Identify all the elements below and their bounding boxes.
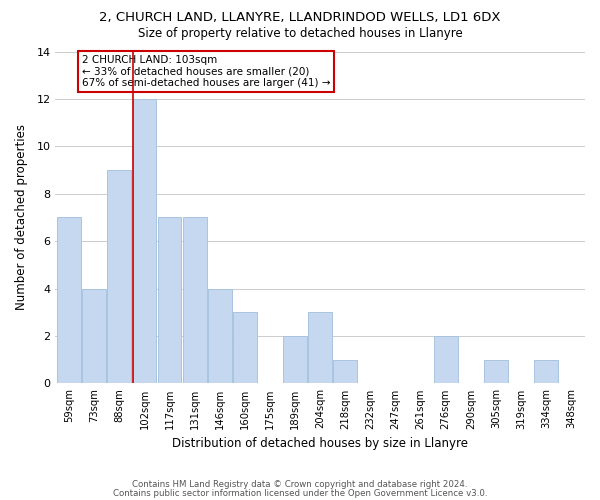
Bar: [233, 312, 257, 384]
Text: Contains public sector information licensed under the Open Government Licence v3: Contains public sector information licen…: [113, 488, 487, 498]
Y-axis label: Number of detached properties: Number of detached properties: [15, 124, 28, 310]
Bar: [133, 99, 157, 384]
Bar: [183, 218, 206, 384]
Bar: [308, 312, 332, 384]
Bar: [208, 288, 232, 384]
Bar: [158, 218, 181, 384]
Bar: [534, 360, 558, 384]
Bar: [57, 218, 81, 384]
Text: Contains HM Land Registry data © Crown copyright and database right 2024.: Contains HM Land Registry data © Crown c…: [132, 480, 468, 489]
Bar: [107, 170, 131, 384]
Bar: [82, 288, 106, 384]
X-axis label: Distribution of detached houses by size in Llanyre: Distribution of detached houses by size …: [172, 437, 468, 450]
Text: 2, CHURCH LAND, LLANYRE, LLANDRINDOD WELLS, LD1 6DX: 2, CHURCH LAND, LLANYRE, LLANDRINDOD WEL…: [99, 11, 501, 24]
Bar: [434, 336, 458, 384]
Bar: [484, 360, 508, 384]
Bar: [283, 336, 307, 384]
Bar: [334, 360, 357, 384]
Text: 2 CHURCH LAND: 103sqm
← 33% of detached houses are smaller (20)
67% of semi-deta: 2 CHURCH LAND: 103sqm ← 33% of detached …: [82, 55, 330, 88]
Text: Size of property relative to detached houses in Llanyre: Size of property relative to detached ho…: [137, 28, 463, 40]
